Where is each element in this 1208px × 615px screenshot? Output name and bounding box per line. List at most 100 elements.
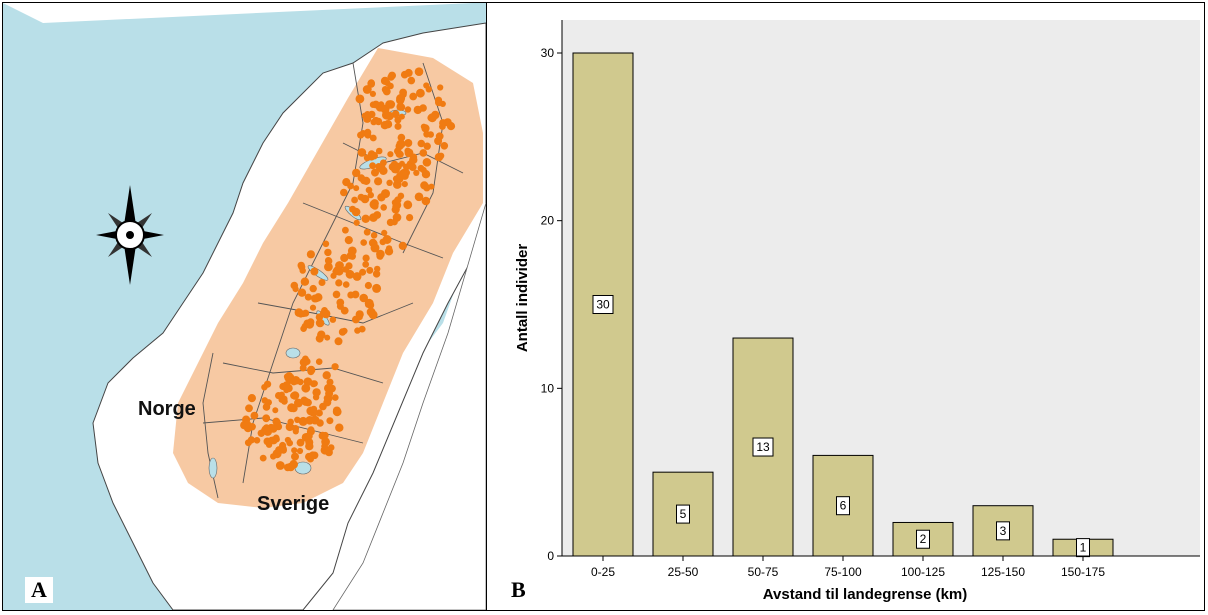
observation-point xyxy=(394,116,402,124)
observation-point xyxy=(311,294,319,303)
observation-point xyxy=(347,291,355,299)
observation-point xyxy=(422,158,432,167)
observation-point xyxy=(385,100,394,109)
observation-point xyxy=(310,267,319,276)
observation-point xyxy=(332,290,341,299)
observation-point xyxy=(309,284,317,293)
observation-point xyxy=(369,213,378,222)
panel-letter-b: B xyxy=(505,577,532,603)
observation-point xyxy=(425,86,432,93)
data-label-box xyxy=(592,295,614,314)
observation-point xyxy=(369,90,376,97)
observation-point xyxy=(347,182,354,190)
observation-point xyxy=(352,272,362,281)
observation-point xyxy=(324,334,331,341)
observation-point xyxy=(345,269,355,279)
observation-point xyxy=(364,281,372,290)
observation-point xyxy=(304,293,312,301)
y-tick-label: 30 xyxy=(541,46,555,60)
observation-point xyxy=(403,163,410,171)
observation-point xyxy=(396,150,404,158)
observation-point xyxy=(387,151,394,158)
observation-point xyxy=(346,251,355,260)
y-tick-label: 20 xyxy=(541,214,555,228)
observation-point xyxy=(382,235,392,244)
observation-point xyxy=(326,417,334,425)
observation-point xyxy=(420,181,429,190)
observation-point xyxy=(386,218,395,227)
observation-point xyxy=(364,111,371,118)
data-label-text: 13 xyxy=(756,440,770,454)
data-label-text: 30 xyxy=(596,298,610,312)
observation-point xyxy=(349,205,357,213)
observation-point xyxy=(357,193,365,201)
observation-point xyxy=(315,358,323,366)
observation-point xyxy=(292,286,299,293)
observation-point xyxy=(312,388,321,397)
observation-point xyxy=(308,451,317,460)
observation-point xyxy=(413,105,422,115)
observation-point xyxy=(440,142,449,150)
observation-point xyxy=(372,283,382,293)
observation-point xyxy=(419,149,428,157)
observation-point xyxy=(299,364,307,372)
data-label: 2 xyxy=(916,529,930,549)
observation-point xyxy=(398,241,407,250)
observation-point xyxy=(394,196,402,204)
observation-point xyxy=(265,441,273,448)
observation-point xyxy=(269,436,278,445)
observation-point xyxy=(321,431,329,439)
x-tick-label: 0-25 xyxy=(591,565,615,579)
x-tick-label: 125-150 xyxy=(981,565,1025,579)
x-tick-label: 100-125 xyxy=(901,565,945,579)
compass-rose-icon xyxy=(96,185,164,285)
observation-point xyxy=(342,281,350,288)
observation-point xyxy=(262,414,271,423)
observation-point xyxy=(371,168,379,177)
data-label-box xyxy=(676,504,690,524)
observation-point xyxy=(341,327,348,335)
observation-point xyxy=(331,363,339,371)
observation-point xyxy=(332,406,341,415)
observation-point xyxy=(290,392,297,400)
data-label-box xyxy=(996,521,1010,541)
observation-point xyxy=(414,67,424,76)
observation-point xyxy=(324,447,332,456)
observation-point xyxy=(345,262,353,270)
observation-point xyxy=(291,452,299,461)
observation-point xyxy=(417,139,426,148)
observation-point xyxy=(264,380,272,388)
observation-point xyxy=(307,368,315,376)
observation-point xyxy=(335,279,343,287)
data-label-text: 5 xyxy=(680,507,687,521)
observation-point xyxy=(410,153,418,161)
observation-point xyxy=(272,407,279,414)
observation-point xyxy=(437,84,444,91)
observation-point xyxy=(309,304,317,311)
observation-point xyxy=(420,166,427,174)
observation-point xyxy=(370,243,380,253)
observation-point xyxy=(292,425,300,432)
observation-point xyxy=(365,301,371,308)
x-tick-label: 50-75 xyxy=(748,565,779,579)
observation-point xyxy=(358,325,366,333)
observation-point xyxy=(351,196,358,204)
observation-point xyxy=(380,76,390,85)
observation-point xyxy=(357,131,365,139)
panel-letter-a: A xyxy=(25,577,53,603)
observation-point xyxy=(428,183,435,190)
observation-point xyxy=(372,270,381,278)
y-tick-label: 10 xyxy=(541,381,555,395)
observation-point xyxy=(360,239,368,246)
observation-point xyxy=(414,192,424,202)
observation-point xyxy=(316,419,324,427)
observation-point xyxy=(353,185,360,192)
observation-point xyxy=(259,454,267,462)
observation-point xyxy=(303,377,313,387)
observation-point xyxy=(300,277,310,286)
observation-point xyxy=(322,371,331,380)
y-tick-label: 0 xyxy=(547,549,554,563)
observation-point xyxy=(362,254,370,262)
observation-point xyxy=(270,453,277,460)
observation-point xyxy=(369,134,377,142)
